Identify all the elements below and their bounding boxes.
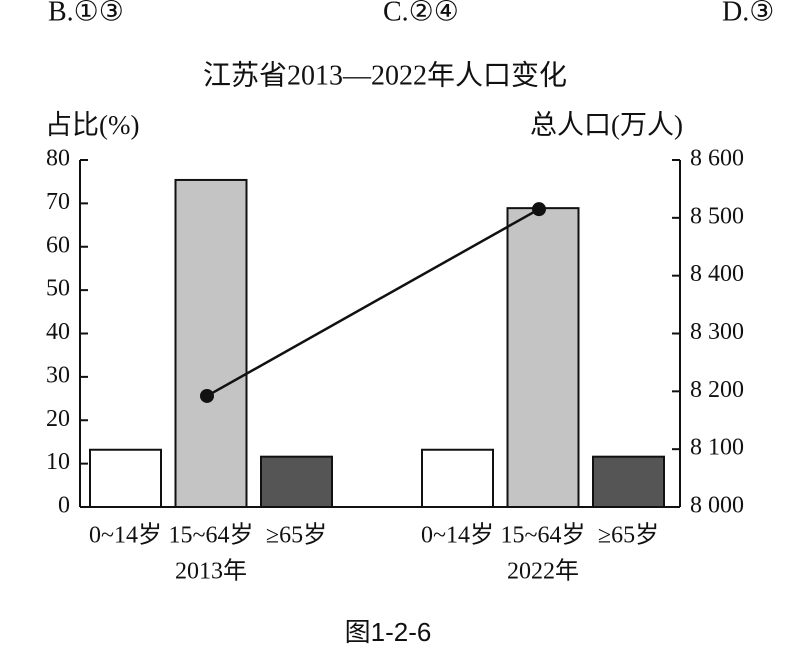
bar-label: 15~64岁 xyxy=(501,522,586,549)
bar xyxy=(89,448,162,508)
group-label: 2013年 xyxy=(175,558,247,585)
bar xyxy=(260,455,333,508)
y-tick-label: 50 xyxy=(46,276,70,302)
bar-label: 0~14岁 xyxy=(421,522,494,549)
option: D.③ xyxy=(722,0,774,27)
bar xyxy=(421,448,494,508)
bar-label: 0~14岁 xyxy=(89,522,162,549)
chart-title: 江苏省2013—2022年人口变化 xyxy=(203,59,567,91)
y-axis-label: 占比(%) xyxy=(45,110,139,140)
y2-tick-label: 8 600 xyxy=(690,146,744,172)
y2-tick-label: 8 400 xyxy=(690,261,744,287)
y2-tick-label: 8 100 xyxy=(690,435,744,461)
bar-label: ≥65岁 xyxy=(598,522,659,549)
y2-tick-label: 8 500 xyxy=(690,203,744,229)
bar xyxy=(174,178,248,508)
y-tick-label: 40 xyxy=(46,319,70,345)
bar xyxy=(592,455,665,508)
y-tick-label: 30 xyxy=(46,362,70,388)
y2-tick-label: 8 000 xyxy=(690,493,744,519)
option: B.①③ xyxy=(48,0,124,27)
bar-label: 15~64岁 xyxy=(169,522,254,549)
line-point xyxy=(532,202,546,217)
option: C.②④ xyxy=(383,0,459,27)
y2-tick-label: 8 200 xyxy=(690,377,744,403)
bar-label: ≥65岁 xyxy=(266,522,327,549)
y-tick-label: 60 xyxy=(46,232,70,258)
y2-axis-label: 总人口(万人) xyxy=(530,110,683,140)
y-tick-label: 70 xyxy=(46,189,70,215)
line xyxy=(206,208,540,398)
y-tick-label: 80 xyxy=(46,146,70,172)
line-point xyxy=(200,388,214,403)
group-label: 2022年 xyxy=(507,558,579,585)
bar xyxy=(506,207,580,509)
y-tick-label: 0 xyxy=(58,493,70,519)
y-tick-label: 20 xyxy=(46,406,70,432)
y2-tick-label: 8 300 xyxy=(690,319,744,345)
y-tick-label: 10 xyxy=(46,449,70,475)
caption: 图1-2-6 xyxy=(345,617,432,647)
